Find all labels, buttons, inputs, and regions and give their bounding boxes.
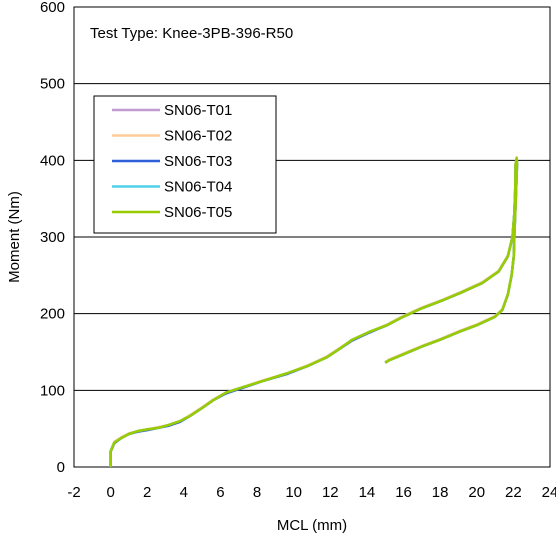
y-tick-label: 0 xyxy=(57,459,65,476)
x-tick-label: 18 xyxy=(432,484,449,501)
y-axis-label: Moment (Nm) xyxy=(6,191,23,283)
x-tick-label: 24 xyxy=(542,484,556,501)
series-lines xyxy=(109,156,519,467)
x-tick-label: 0 xyxy=(106,484,114,501)
x-tick-label: 6 xyxy=(216,484,224,501)
y-tick-label: 300 xyxy=(40,229,65,246)
x-tick-label: 8 xyxy=(253,484,261,501)
x-tick-label: 16 xyxy=(395,484,412,501)
y-tick-label: 200 xyxy=(40,306,65,323)
legend-box xyxy=(93,95,277,234)
y-tick-label: 500 xyxy=(40,76,65,93)
legend-label: SN06-T03 xyxy=(164,153,232,170)
y-tick-label: 100 xyxy=(40,382,65,399)
legend-label: SN06-T01 xyxy=(164,102,232,119)
x-tick-label: 12 xyxy=(322,484,339,501)
x-tick-labels: -2 0 2 4 6 8 10 12 14 16 18 20 22 24 xyxy=(67,484,556,501)
x-tick-label: 14 xyxy=(359,484,376,501)
x-tick-label: 10 xyxy=(285,484,302,501)
y-tick-label: 400 xyxy=(40,152,65,169)
x-tick-label: -2 xyxy=(67,484,80,501)
y-tick-label: 600 xyxy=(40,0,65,16)
legend-label: SN06-T04 xyxy=(164,179,232,196)
x-tick-label: 2 xyxy=(143,484,151,501)
x-tick-label: 22 xyxy=(505,484,522,501)
y-tick-labels: 0 100 200 300 400 500 600 xyxy=(40,0,65,476)
x-tick-label: 4 xyxy=(180,484,188,501)
x-axis-label: MCL (mm) xyxy=(277,517,347,534)
legend-label: SN06-T05 xyxy=(164,204,232,221)
x-tick-label: 20 xyxy=(468,484,485,501)
series-line-sn06-t05 xyxy=(109,156,519,467)
annotation-test-type: Test Type: Knee-3PB-396-R50 xyxy=(90,25,293,42)
legend-label: SN06-T02 xyxy=(164,128,232,145)
legend: SN06-T01 SN06-T02 SN06-T03 SN06-T04 SN06-T05 xyxy=(93,95,277,234)
